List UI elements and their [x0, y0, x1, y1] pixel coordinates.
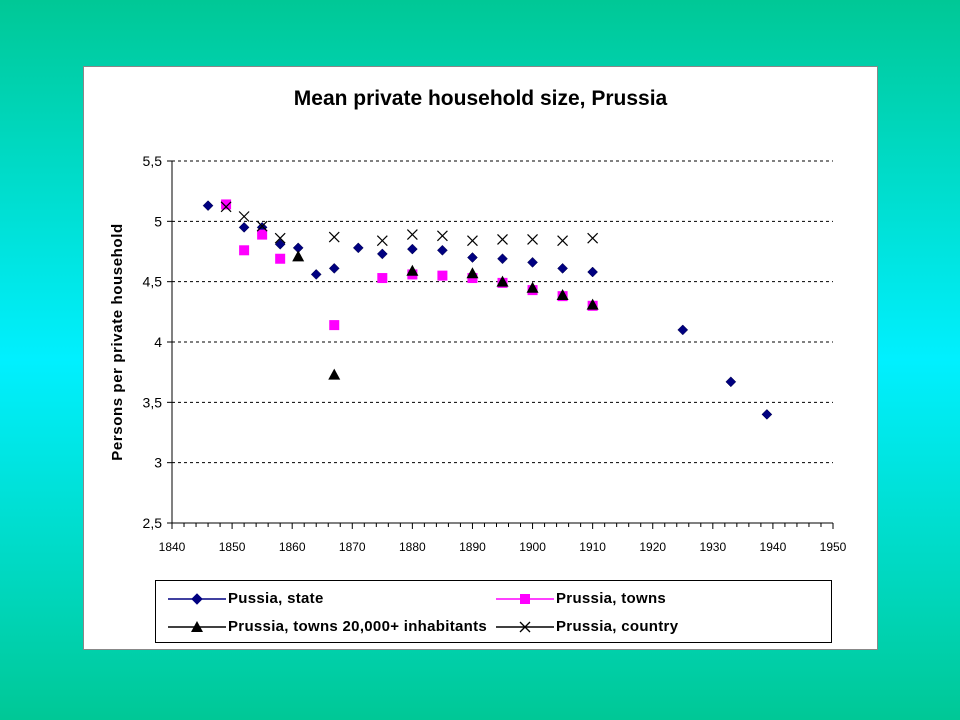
y-axis-label: Persons per private household: [109, 223, 126, 460]
x-tick-label: 1890: [459, 540, 486, 554]
data-point-diamond: [677, 324, 689, 336]
data-point-diamond: [202, 200, 214, 212]
data-point-square: [239, 245, 250, 256]
legend-marker-square: [496, 594, 554, 604]
data-point-square: [377, 273, 388, 284]
data-point-x: [557, 235, 569, 247]
data-point-x: [238, 211, 250, 222]
data-point-diamond: [328, 263, 340, 274]
data-point-diamond: [497, 253, 508, 265]
data-point-x: [527, 234, 538, 245]
data-point-diamond: [725, 376, 737, 388]
data-point-triangle: [292, 250, 305, 262]
legend-item-state: Pussia, state: [168, 590, 468, 608]
data-point-x: [467, 235, 478, 247]
data-point-triangle: [466, 267, 479, 279]
y-tick-label: 3: [154, 455, 162, 471]
data-point-diamond: [407, 243, 418, 255]
x-tick-label: 1840: [159, 540, 186, 554]
data-point-diamond: [587, 266, 598, 278]
y-tick-label: 2,5: [143, 515, 163, 531]
data-point-diamond: [274, 238, 286, 250]
x-tick-label: 1870: [339, 540, 366, 554]
chart-legend: Pussia, state Prussia, towns Prussia, to…: [155, 580, 832, 643]
x-tick-label: 1940: [760, 540, 787, 554]
data-point-triangle: [406, 264, 419, 276]
legend-item-towns: Prussia, towns: [496, 590, 816, 608]
chart-svg: 2,5 3 3,5 4 4,5 5 5,5 1840 1850 1860 1870 1880 1890 1…: [109, 153, 847, 554]
data-point-x: [220, 201, 232, 213]
data-point-x: [376, 235, 388, 247]
legend-item-country: Prussia, country: [496, 618, 816, 636]
x-tick-label: 1860: [279, 540, 306, 554]
data-point-diamond: [352, 242, 364, 254]
data-point-diamond: [437, 244, 448, 256]
x-tick-label: 1880: [399, 540, 426, 554]
legend-marker-diamond: [168, 593, 226, 605]
data-point-x: [256, 220, 268, 232]
data-point-square: [257, 229, 268, 240]
data-point-x: [274, 232, 286, 244]
x-tick-label: 1900: [519, 540, 546, 554]
data-point-diamond: [557, 263, 568, 274]
data-point-triangle: [586, 298, 599, 310]
legend-item-towns-20000: Prussia, towns 20,000+ inhabitants: [168, 618, 488, 636]
data-point-x: [587, 232, 599, 244]
data-point-diamond: [761, 409, 773, 420]
legend-label-towns: Prussia, towns: [556, 590, 667, 607]
legend-marker-triangle: [168, 621, 226, 632]
data-point-square: [329, 320, 340, 331]
data-point-diamond: [467, 252, 478, 263]
data-point-triangle: [556, 288, 569, 300]
legend-label-state: Pussia, state: [228, 590, 324, 607]
data-point-x: [406, 229, 418, 241]
data-point-triangle: [526, 281, 539, 293]
legend-label-country: Prussia, country: [556, 618, 679, 635]
x-tick-label: 1930: [699, 540, 726, 554]
data-point-diamond: [310, 269, 322, 280]
x-tick-label: 1920: [639, 540, 666, 554]
data-point-square: [437, 270, 448, 281]
legend-marker-x: [496, 621, 554, 633]
data-point-diamond: [238, 222, 250, 233]
data-point-x: [497, 234, 508, 245]
x-tick-label: 1910: [579, 540, 606, 554]
y-tick-label: 4: [154, 334, 162, 350]
x-tick-label: 1950: [820, 540, 847, 554]
chart-title: Mean private household size, Prussia: [293, 87, 668, 110]
chart-panel: Mean private household size, Prussia 2,5…: [83, 66, 878, 650]
data-point-triangle: [328, 368, 341, 380]
y-tick-label: 4,5: [143, 274, 163, 290]
y-tick-label: 3,5: [143, 394, 163, 410]
data-point-triangle: [496, 275, 509, 287]
y-tick-label: 5: [154, 213, 162, 229]
data-point-diamond: [376, 248, 388, 260]
x-tick-label: 1850: [219, 540, 246, 554]
data-point-diamond: [527, 257, 538, 268]
data-point-x: [436, 230, 448, 242]
legend-label-towns-20000: Prussia, towns 20,000+ inhabitants: [228, 618, 488, 635]
data-point-square: [275, 253, 286, 264]
y-tick-label: 5,5: [143, 153, 163, 169]
data-point-square: [221, 199, 232, 210]
data-point-x: [328, 231, 340, 243]
